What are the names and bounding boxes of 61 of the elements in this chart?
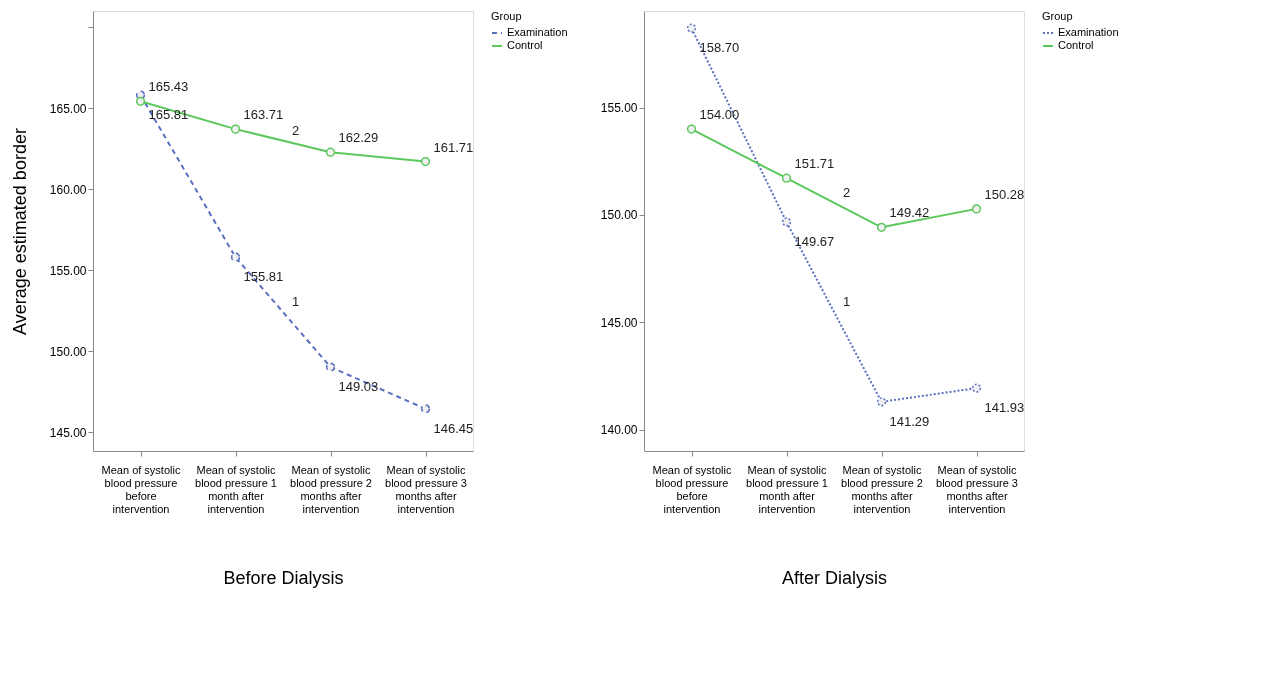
point — [971, 204, 982, 214]
x-tick-label: Mean of systolic blood pressure 1 month after intervention — [195, 463, 277, 515]
data-label: 150.28 — [984, 186, 1025, 202]
annotation: 1 — [291, 294, 300, 310]
data-label: 155.81 — [243, 269, 284, 285]
data-label: 149.03 — [338, 379, 379, 395]
x-tick-label: Mean of systolic blood pressure 3 months after intervention — [385, 463, 467, 515]
x-tick-label: Mean of systolic blood pressure 1 month after intervention — [746, 463, 828, 515]
point — [420, 156, 431, 167]
data-label: 151.71 — [794, 156, 835, 172]
data-label: 158.70 — [699, 40, 740, 56]
point — [135, 96, 146, 106]
y-tick-label: 150.00 — [49, 344, 87, 359]
annotation: 2 — [291, 122, 300, 138]
data-label: 149.67 — [794, 233, 835, 249]
data-label: 146.45 — [433, 420, 474, 436]
x-tick-label: Mean of systolic blood pressure 2 months after intervention — [841, 463, 923, 515]
y-tick-label: 145.00 — [49, 425, 87, 440]
point — [971, 383, 982, 393]
annotation: 1 — [842, 293, 851, 309]
data-label: 141.29 — [889, 413, 930, 429]
y-tick-label: 160.00 — [49, 182, 87, 197]
point — [420, 404, 431, 414]
legend-label: Control — [1058, 39, 1094, 51]
point — [686, 23, 697, 33]
point — [230, 252, 241, 262]
y-tick-label: 140.00 — [600, 423, 638, 438]
y-tick-label: 165.00 — [49, 101, 87, 116]
data-label: 154.00 — [699, 107, 740, 123]
y-tick-label: 155.00 — [600, 101, 638, 116]
point — [781, 173, 792, 183]
legend-title: Group — [1042, 10, 1073, 22]
y-tick-label: 155.00 — [49, 263, 87, 278]
legend-title: Group — [491, 10, 522, 22]
x-tick-label: Mean of systolic blood pressure before intervention — [101, 463, 181, 515]
data-label: 141.93 — [984, 400, 1025, 416]
annotation: 2 — [842, 184, 851, 200]
data-label: 161.71 — [433, 139, 474, 155]
x-tick-label: Mean of systolic blood pressure before intervention — [652, 463, 732, 515]
data-label: 165.43 — [148, 79, 189, 95]
x-tick-label: Mean of systolic blood pressure 2 months after intervention — [290, 463, 372, 515]
data-label: 149.42 — [889, 205, 930, 221]
point — [876, 222, 887, 232]
data-label: 165.81 — [148, 107, 189, 123]
legend-label: Examination — [507, 26, 568, 38]
y-tick-label: 145.00 — [600, 315, 638, 330]
legend-label: Examination — [1058, 26, 1119, 38]
point — [230, 124, 241, 134]
point — [325, 147, 336, 157]
point — [686, 124, 697, 134]
point — [876, 397, 887, 407]
point — [325, 362, 336, 372]
y-axis-title: Average estimated border — [9, 128, 30, 335]
data-label: 163.71 — [243, 107, 284, 123]
point — [781, 217, 792, 227]
data-label: 162.29 — [338, 130, 379, 146]
x-axis-title: Before Dialysis — [223, 567, 344, 588]
x-tick-label: Mean of systolic blood pressure 3 months after intervention — [936, 463, 1018, 515]
y-tick-label: 150.00 — [600, 208, 638, 223]
legend-label: Control — [507, 39, 543, 51]
x-axis-title: After Dialysis — [781, 567, 888, 588]
